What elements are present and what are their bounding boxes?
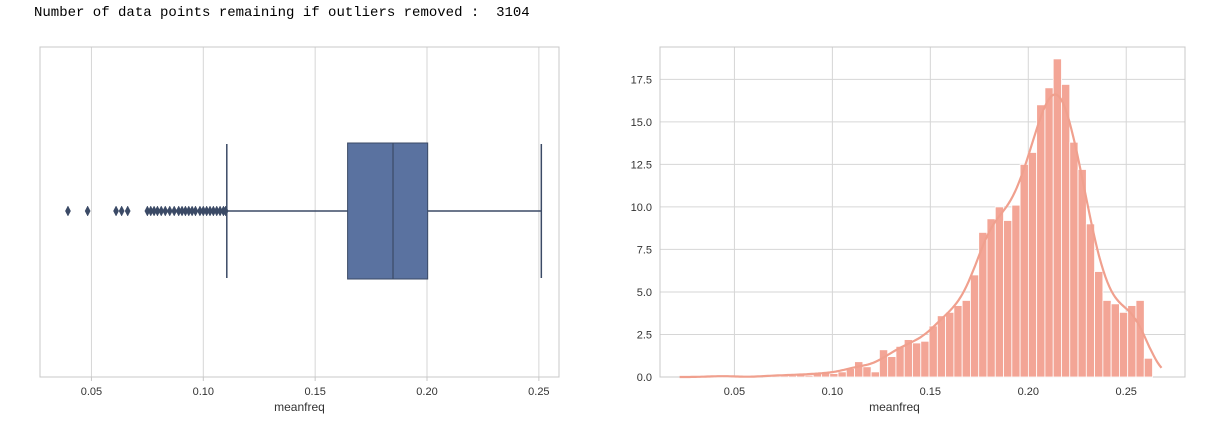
hist-y-tick-label: 2.5 (637, 329, 652, 341)
hist-x-tick-label: 0.20 (1018, 386, 1039, 398)
hist-y-tick-label: 12.5 (631, 159, 652, 171)
hist-bar (887, 356, 897, 378)
box-outlier-point (65, 205, 71, 217)
box-outlier-point (113, 205, 119, 217)
hist-bar (928, 325, 938, 378)
hist-bar (837, 371, 847, 378)
box-outlier-point (192, 205, 199, 217)
hist-bar (1077, 169, 1087, 378)
box-outlier-point (124, 205, 131, 217)
hist-y-tick-label: 17.5 (631, 74, 652, 86)
box-outlier-point (166, 205, 173, 217)
hist-bar (1102, 300, 1112, 378)
hist-bar (961, 300, 971, 378)
hist-bar (862, 366, 872, 378)
box-x-tick-label: 0.10 (193, 386, 214, 398)
hist-bar (945, 311, 955, 378)
boxplot-panel: 0.05 0.10 0.15 0.20 0.25 meanfreq (39, 46, 560, 414)
hist-bar (1110, 303, 1120, 378)
hist-bar (1085, 223, 1095, 378)
hist-x-axis-label: meanfreq (869, 400, 920, 414)
hist-bar (1127, 305, 1137, 378)
hist-x-tick-label: 0.25 (1116, 386, 1137, 398)
box-outlier-point (118, 205, 125, 217)
hist-bar (1119, 311, 1129, 378)
hist-bar (1143, 357, 1153, 378)
hist-bar (1069, 141, 1079, 378)
hist-bar (895, 345, 905, 378)
box-x-tick-label: 0.15 (304, 386, 325, 398)
box-x-tick-label: 0.20 (416, 386, 437, 398)
box-outlier-point (171, 205, 178, 217)
hist-bar (920, 340, 930, 378)
box-x-tick-label: 0.25 (528, 386, 549, 398)
box-plot-frame (39, 46, 560, 378)
hist-bar (1019, 163, 1029, 378)
hist-bar (879, 349, 889, 378)
box-outlier-point (162, 205, 169, 217)
hist-x-tick-label: 0.05 (724, 386, 745, 398)
hist-bar (829, 373, 839, 378)
hist-bar (1052, 58, 1062, 378)
hist-y-tick-label: 15.0 (631, 117, 652, 129)
hist-bar (970, 274, 980, 378)
hist-bar (1044, 87, 1054, 378)
hist-bar (953, 305, 963, 378)
box-outlier-point (158, 205, 165, 217)
hist-bar (1135, 300, 1145, 378)
hist-bar (1061, 84, 1071, 378)
hist-bar (1003, 220, 1013, 378)
hist-bar (994, 206, 1004, 378)
hist-bar (936, 315, 947, 378)
hist-bar (870, 371, 880, 378)
box-iqr-rect (347, 142, 429, 280)
hist-bar (912, 342, 922, 378)
hist-y-tick-label: 5.0 (637, 287, 652, 299)
hist-bar (1036, 104, 1046, 378)
box-x-tick-label: 0.05 (81, 386, 102, 398)
hist-y-tick-label: 10.0 (631, 202, 652, 214)
box-outlier-point (222, 205, 229, 217)
hist-bar (854, 361, 864, 378)
histogram-panel: 0.0 2.5 5.0 7.5 10.0 12.5 15.0 17.5 0.05 0.10 0.15… (631, 46, 1186, 414)
hist-bar (986, 218, 996, 378)
stdout-output-line: Number of data points remaining if outli… (34, 5, 530, 21)
hist-y-tick-label: 7.5 (637, 244, 652, 256)
hist-bar (1011, 204, 1021, 378)
hist-bar (804, 374, 814, 378)
box-x-axis-label: meanfreq (274, 400, 325, 414)
box-outlier-point (84, 205, 91, 217)
hist-x-tick-label: 0.10 (822, 386, 843, 398)
box-outlier-point (154, 205, 161, 217)
hist-kde-curve (679, 93, 1163, 379)
hist-bar (1094, 271, 1104, 378)
hist-y-tick-label: 0.0 (637, 372, 652, 384)
hist-x-tick-label: 0.15 (920, 386, 941, 398)
hist-bar (1027, 152, 1038, 378)
